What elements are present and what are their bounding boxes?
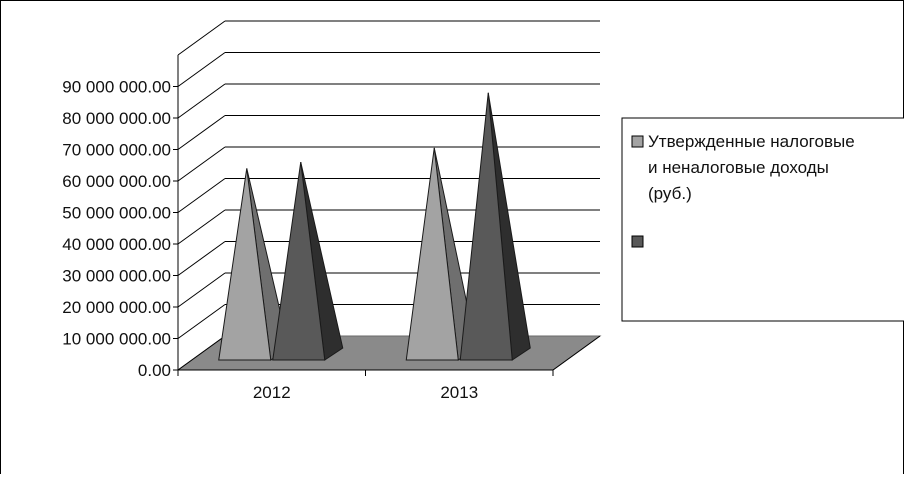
y-tick-label: 50 000 000.00 bbox=[62, 204, 171, 223]
side-wall-line bbox=[177, 115, 226, 150]
y-tick-label: 40 000 000.00 bbox=[62, 235, 171, 254]
legend-swatch bbox=[631, 235, 644, 248]
y-tick-label: 10 000 000.00 bbox=[62, 330, 171, 349]
legend-box bbox=[621, 117, 904, 322]
y-tick-label: 60 000 000.00 bbox=[62, 172, 171, 191]
side-wall-line bbox=[177, 304, 226, 339]
y-tick-label: 80 000 000.00 bbox=[62, 109, 171, 128]
cone-front bbox=[405, 147, 459, 361]
y-tick-label: 70 000 000.00 bbox=[62, 141, 171, 160]
plot-area: 0.00 10 000 000.00 20 000 000.00 30 000 000… bbox=[62, 20, 602, 402]
y-tick-label: 30 000 000.00 bbox=[62, 267, 171, 286]
cone-front bbox=[272, 162, 326, 361]
side-wall-line bbox=[177, 20, 226, 56]
side-wall-line bbox=[177, 178, 226, 213]
legend-label: и неналоговые доходы bbox=[648, 158, 829, 177]
legend: Утвержденные налоговые и неналоговые дохо… bbox=[621, 117, 904, 322]
x-tick-label: 2013 bbox=[440, 383, 478, 402]
y-tick-label: 0.00 bbox=[138, 361, 171, 380]
side-wall-line bbox=[177, 335, 226, 371]
cone-front bbox=[218, 168, 272, 361]
side-wall-line bbox=[177, 209, 226, 245]
legend-label: (руб.) bbox=[648, 184, 692, 203]
legend-swatch bbox=[631, 135, 644, 148]
x-tick-label: 2012 bbox=[253, 383, 291, 402]
floor-right-edge bbox=[552, 335, 601, 371]
side-wall-line bbox=[177, 52, 226, 87]
side-wall-line bbox=[177, 146, 226, 182]
legend-label: Утвержденные налоговые bbox=[648, 132, 855, 151]
side-wall-line bbox=[177, 241, 226, 276]
side-wall-line bbox=[177, 83, 226, 119]
side-wall-line bbox=[177, 272, 226, 308]
y-tick-label: 20 000 000.00 bbox=[62, 298, 171, 317]
y-tick-label: 90 000 000.00 bbox=[62, 78, 171, 97]
cone-front bbox=[459, 92, 513, 361]
